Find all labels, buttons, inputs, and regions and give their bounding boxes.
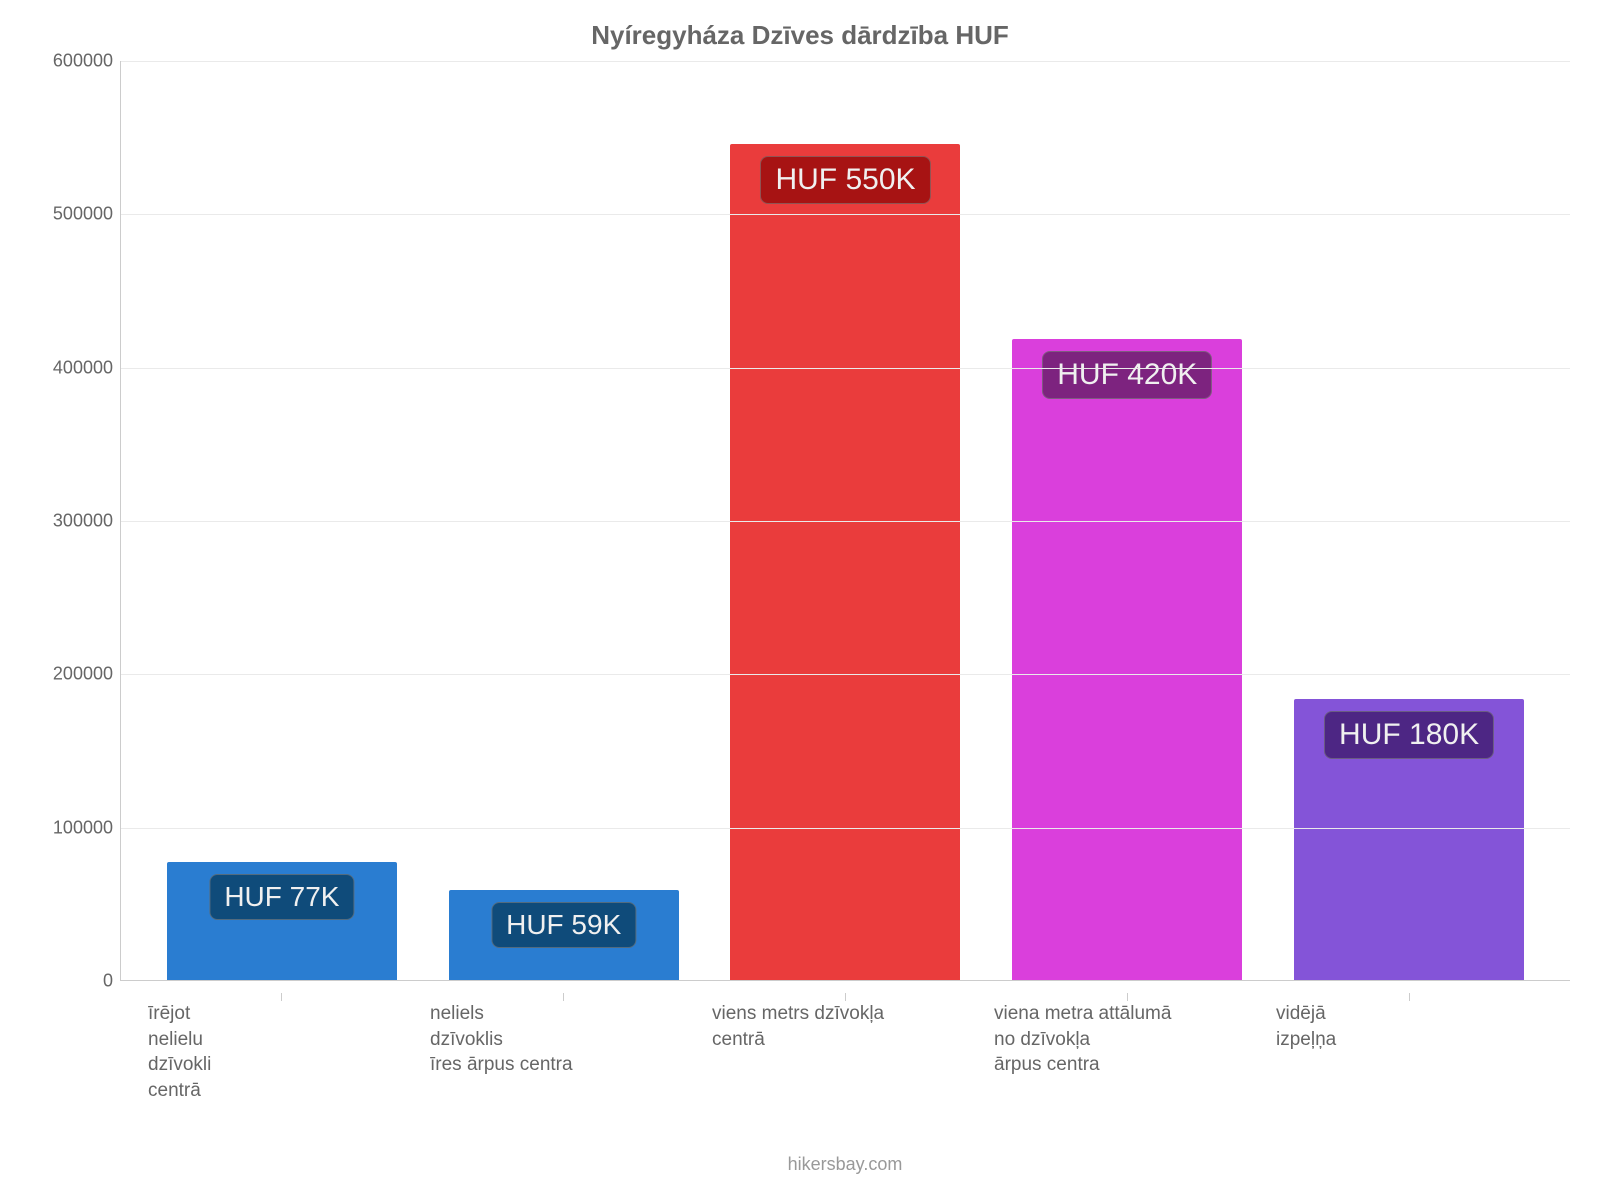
bar-value-badge: HUF 180K (1324, 711, 1494, 759)
x-label-line: ārpus centra (994, 1052, 1260, 1078)
bar-1: HUF 59K (449, 890, 679, 980)
y-tick-label: 100000 (41, 817, 113, 838)
y-tick-label: 500000 (41, 204, 113, 225)
x-label-line: dzīvoklis (430, 1027, 696, 1053)
x-axis-labels: īrējotnelieludzīvoklicentrānelielsdzīvok… (120, 981, 1570, 1104)
x-label-line: viena metra attālumā (994, 1001, 1260, 1027)
x-tick-mark (563, 993, 564, 1001)
x-label-line: neliels (430, 1001, 696, 1027)
y-tick-label: 0 (41, 971, 113, 992)
x-tick-mark (1409, 993, 1410, 1001)
y-tick-label: 300000 (41, 511, 113, 532)
grid-line (121, 61, 1570, 62)
grid-line (121, 214, 1570, 215)
bar-value-badge: HUF 550K (760, 156, 930, 204)
x-tick-mark (281, 993, 282, 1001)
grid-line (121, 368, 1570, 369)
grid-line (121, 828, 1570, 829)
bar-4: HUF 180K (1294, 699, 1524, 980)
x-label-line: vidējā (1276, 1001, 1542, 1027)
x-label-3: viena metra attālumāno dzīvokļaārpus cen… (986, 981, 1268, 1104)
bar-3: HUF 420K (1012, 339, 1242, 980)
x-label-1: nelielsdzīvoklisīres ārpus centra (422, 981, 704, 1104)
x-label-line: centrā (712, 1027, 978, 1053)
bar-0: HUF 77K (167, 862, 397, 980)
bar-value-badge: HUF 59K (491, 902, 636, 948)
x-label-line: no dzīvokļa (994, 1027, 1260, 1053)
grid-line (121, 521, 1570, 522)
plot-area: HUF 77KHUF 59KHUF 550KHUF 420KHUF 180K 0… (120, 61, 1570, 981)
bar-2: HUF 550K (730, 144, 960, 980)
x-label-line: īres ārpus centra (430, 1052, 696, 1078)
x-label-line: izpeļņa (1276, 1027, 1542, 1053)
y-tick-label: 400000 (41, 357, 113, 378)
bar-value-badge: HUF 420K (1042, 351, 1212, 399)
grid-line (121, 674, 1570, 675)
x-label-line: nelielu (148, 1027, 414, 1053)
x-tick-mark (1127, 993, 1128, 1001)
y-tick-label: 200000 (41, 664, 113, 685)
chart-container: Nyíregyháza Dzīves dārdzība HUF HUF 77K H… (30, 20, 1570, 1180)
x-label-line: īrējot (148, 1001, 414, 1027)
x-label-line: dzīvokli (148, 1052, 414, 1078)
chart-title: Nyíregyháza Dzīves dārdzība HUF (30, 20, 1570, 51)
x-label-2: viens metrs dzīvokļacentrā (704, 981, 986, 1104)
x-label-0: īrējotnelieludzīvoklicentrā (140, 981, 422, 1104)
x-label-4: vidējāizpeļņa (1268, 981, 1550, 1104)
x-label-line: centrā (148, 1078, 414, 1104)
x-label-line: viens metrs dzīvokļa (712, 1001, 978, 1027)
x-tick-mark (845, 993, 846, 1001)
attribution-text: hikersbay.com (120, 1154, 1570, 1175)
bar-value-badge: HUF 77K (209, 874, 354, 920)
y-tick-label: 600000 (41, 51, 113, 72)
